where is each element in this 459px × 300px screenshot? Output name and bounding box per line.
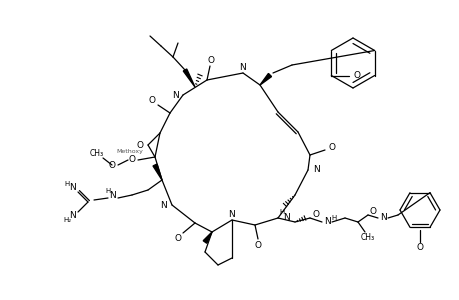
Text: N: N — [69, 212, 76, 220]
Text: N: N — [69, 184, 76, 193]
Text: O: O — [369, 206, 375, 215]
Text: O: O — [254, 242, 261, 250]
Text: O: O — [128, 155, 135, 164]
Text: CH₃: CH₃ — [90, 149, 104, 158]
Text: H₂: H₂ — [63, 217, 71, 223]
Text: N: N — [324, 218, 330, 226]
Text: O: O — [108, 160, 115, 169]
Text: H: H — [105, 188, 110, 194]
Text: O: O — [328, 143, 335, 152]
Text: O: O — [136, 140, 143, 149]
Text: H: H — [279, 209, 284, 215]
Text: CH₃: CH₃ — [360, 233, 374, 242]
Polygon shape — [183, 69, 195, 87]
Text: O: O — [415, 244, 423, 253]
Text: Methoxy: Methoxy — [116, 149, 143, 154]
Text: N: N — [312, 166, 319, 175]
Polygon shape — [153, 164, 162, 180]
Text: N: N — [228, 211, 235, 220]
Text: N: N — [282, 214, 289, 223]
Text: O: O — [312, 211, 319, 220]
Text: N: N — [380, 214, 386, 223]
Polygon shape — [259, 74, 271, 85]
Text: O: O — [353, 71, 360, 80]
Text: O: O — [148, 95, 155, 104]
Polygon shape — [203, 232, 212, 243]
Text: O: O — [207, 56, 214, 64]
Text: N: N — [172, 91, 179, 100]
Text: H: H — [330, 215, 336, 221]
Text: N: N — [239, 62, 246, 71]
Text: O: O — [174, 235, 181, 244]
Text: H: H — [64, 181, 69, 187]
Text: N: N — [109, 190, 116, 200]
Text: N: N — [160, 200, 167, 209]
